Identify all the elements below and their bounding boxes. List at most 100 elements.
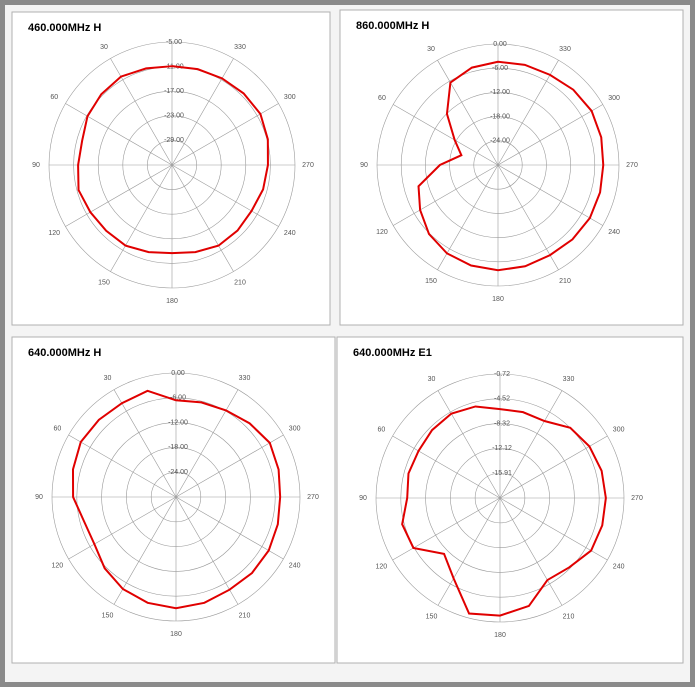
theta-tick-label: 120 [376, 563, 388, 570]
r-tick-label: -29.00 [164, 137, 184, 144]
grid-spoke [68, 434, 177, 498]
r-tick-label: -24.00 [168, 469, 188, 476]
grid-spoke [437, 497, 501, 606]
grid-spoke [65, 103, 173, 166]
theta-tick-label: 120 [52, 562, 64, 569]
grid-ring [48, 41, 296, 289]
theta-tick-label: 150 [425, 278, 437, 285]
grid-spoke [113, 496, 177, 605]
theta-tick-label: 120 [48, 230, 60, 237]
theta-tick-label: 240 [284, 230, 296, 237]
grid-spoke [499, 497, 608, 561]
grid-spoke [392, 435, 501, 499]
theta-tick-label: 150 [102, 612, 114, 619]
grid-spoke [499, 497, 563, 606]
pattern-line [401, 405, 607, 617]
theta-tick-label: 30 [428, 376, 436, 383]
grid-spoke [437, 164, 499, 270]
r-tick-label: -0.72 [494, 371, 510, 378]
r-tick-label: -6.00 [170, 395, 186, 402]
grid-ring [376, 43, 620, 287]
theta-tick-label: 150 [98, 280, 110, 287]
grid-spoke [65, 164, 173, 227]
grid-ring [126, 447, 226, 547]
grid-spoke [175, 496, 239, 605]
grid-ring [97, 90, 247, 240]
theta-tick-label: 60 [377, 426, 385, 433]
theta-tick-label: 60 [50, 94, 58, 101]
theta-tick-label: 270 [631, 495, 643, 502]
theta-tick-label: 210 [559, 278, 571, 285]
grid-spoke [171, 164, 234, 272]
theta-tick-label: 240 [289, 562, 301, 569]
grid-ring [474, 472, 526, 524]
theta-tick-label: 180 [170, 631, 182, 638]
grid-ring [122, 115, 222, 215]
grid-spoke [393, 164, 499, 226]
panel [11, 336, 336, 664]
r-tick-label: -12.00 [168, 419, 188, 426]
chart-title: 460.000MHz H [28, 22, 101, 34]
r-tick-label: -5.00 [166, 39, 182, 46]
grid-ring [400, 398, 600, 598]
theta-tick-label: 270 [626, 162, 638, 169]
grid-ring [425, 92, 571, 238]
pattern-line [71, 389, 282, 610]
chart-title: 640.000MHz E1 [353, 347, 432, 359]
grid-spoke [393, 104, 499, 166]
grid-spoke [497, 104, 603, 166]
theta-tick-label: 300 [284, 94, 296, 101]
grid-ring [449, 116, 547, 214]
theta-tick-label: 90 [360, 162, 368, 169]
theta-tick-label: 330 [559, 46, 571, 53]
theta-tick-label: 60 [53, 425, 61, 432]
theta-tick-label: 240 [608, 229, 620, 236]
r-tick-label: -17.00 [164, 88, 184, 95]
theta-tick-label: 30 [427, 46, 435, 53]
pattern-line [77, 65, 269, 255]
chart-title: 860.000MHz H [356, 20, 429, 32]
grid-ring [473, 140, 523, 190]
grid-ring [400, 67, 596, 263]
grid-spoke [175, 389, 239, 498]
grid-ring [150, 471, 202, 523]
grid-ring [450, 448, 550, 548]
theta-tick-label: 270 [302, 162, 314, 169]
theta-tick-label: 90 [35, 494, 43, 501]
r-tick-label: -23.00 [164, 113, 184, 120]
grid-spoke [171, 164, 279, 227]
grid-spoke [437, 390, 501, 499]
grid-spoke [392, 497, 501, 561]
grid-spoke [113, 389, 177, 498]
r-tick-label: -4.52 [494, 396, 510, 403]
grid-ring [147, 140, 197, 190]
r-tick-label: -24.00 [490, 138, 510, 145]
theta-tick-label: 330 [234, 44, 246, 51]
pattern-line [417, 60, 605, 272]
theta-tick-label: 210 [563, 613, 575, 620]
r-tick-label: 0.00 [493, 41, 507, 48]
grid-ring [76, 397, 276, 597]
panel [11, 11, 331, 326]
grid-ring [101, 422, 251, 572]
theta-tick-label: 210 [234, 280, 246, 287]
grid-spoke [499, 390, 563, 499]
grid-spoke [68, 496, 177, 560]
grid-spoke [497, 60, 559, 166]
theta-tick-label: 300 [613, 426, 625, 433]
theta-tick-label: 270 [307, 494, 319, 501]
grid-spoke [497, 164, 603, 226]
grid-spoke [171, 58, 234, 166]
theta-tick-label: 330 [239, 375, 251, 382]
grid-spoke [175, 496, 284, 560]
r-tick-label: -12.12 [492, 445, 512, 452]
grid-ring [51, 372, 301, 622]
r-tick-label: 0.00 [171, 370, 185, 377]
theta-tick-label: 210 [239, 612, 251, 619]
theta-tick-label: 30 [104, 375, 112, 382]
theta-tick-label: 330 [563, 376, 575, 383]
grid-spoke [110, 164, 173, 272]
grid-ring [375, 373, 625, 623]
theta-tick-label: 180 [492, 296, 504, 303]
